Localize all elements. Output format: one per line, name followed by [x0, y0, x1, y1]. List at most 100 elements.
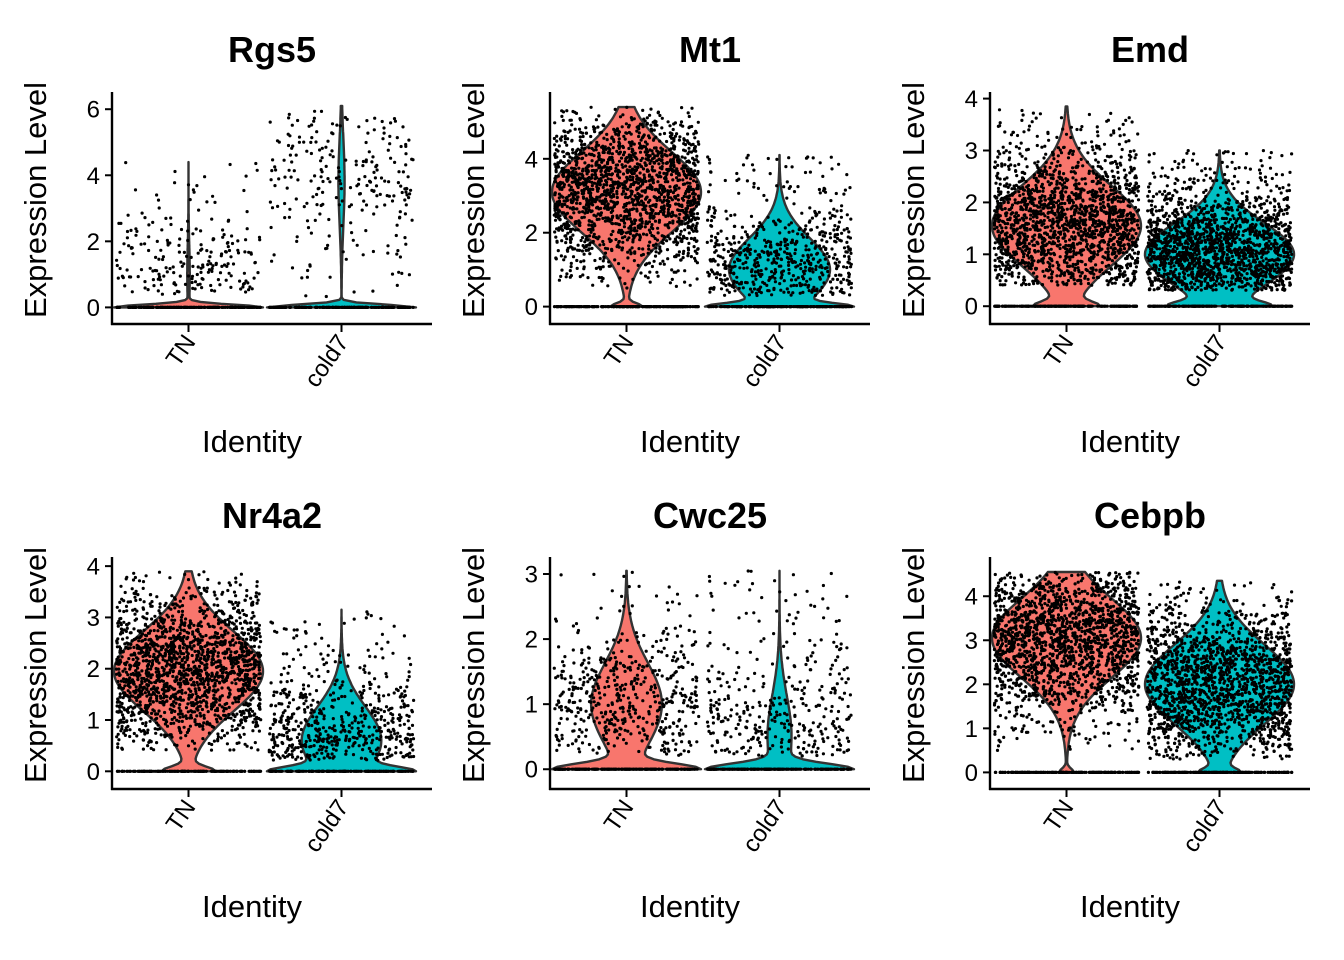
data-point — [581, 273, 585, 277]
data-point — [689, 177, 693, 181]
data-point — [568, 238, 573, 242]
data-point — [674, 196, 678, 200]
data-point — [635, 229, 639, 233]
data-point — [562, 129, 566, 133]
data-point — [186, 183, 191, 187]
data-point — [1009, 304, 1014, 308]
data-point — [600, 160, 604, 164]
data-point — [625, 179, 629, 183]
data-point — [210, 288, 214, 292]
data-point — [603, 219, 608, 223]
violin-group-tn: TN — [990, 105, 1143, 372]
data-point — [648, 270, 652, 274]
data-point — [617, 130, 622, 134]
data-point — [644, 305, 648, 309]
data-point — [687, 196, 691, 200]
data-point — [615, 181, 619, 185]
data-point — [595, 140, 599, 144]
data-point — [842, 291, 846, 295]
data-point — [200, 277, 204, 281]
data-point — [610, 195, 614, 199]
data-point — [1014, 145, 1019, 149]
data-point — [593, 170, 597, 174]
data-point — [1005, 176, 1009, 180]
data-point — [135, 229, 139, 233]
data-point — [1027, 250, 1031, 254]
data-point — [202, 305, 206, 309]
data-point — [357, 177, 361, 181]
data-point — [732, 236, 736, 240]
data-point — [313, 109, 317, 113]
data-point — [667, 226, 671, 230]
data-point — [234, 305, 238, 309]
data-point — [601, 193, 606, 197]
data-point — [650, 129, 654, 133]
data-point — [733, 224, 737, 228]
data-point — [619, 214, 623, 218]
data-point — [671, 231, 675, 235]
data-point — [630, 147, 634, 151]
data-point — [785, 196, 789, 200]
data-point — [607, 264, 611, 268]
data-point — [845, 240, 849, 244]
data-point — [1053, 304, 1057, 308]
data-point — [1124, 186, 1129, 190]
data-point — [620, 163, 624, 167]
data-point — [999, 248, 1003, 252]
data-point — [793, 242, 798, 246]
data-point — [677, 250, 682, 254]
data-point — [1130, 221, 1134, 225]
data-point — [1065, 207, 1069, 211]
data-point — [354, 159, 358, 163]
data-point — [679, 209, 683, 213]
data-point — [403, 198, 407, 202]
data-point — [565, 198, 570, 202]
data-point — [190, 280, 194, 285]
data-point — [392, 117, 397, 121]
data-point — [1109, 246, 1113, 250]
data-point — [1013, 201, 1017, 205]
data-point — [687, 150, 691, 154]
data-point — [1110, 304, 1115, 308]
data-point — [1062, 245, 1066, 249]
data-point — [381, 305, 385, 309]
data-point — [765, 198, 769, 202]
data-point — [576, 156, 581, 160]
data-point — [287, 116, 291, 120]
data-point — [708, 161, 712, 165]
data-point — [637, 247, 641, 251]
data-point — [996, 171, 1000, 175]
data-point — [180, 264, 184, 268]
data-point — [622, 225, 627, 229]
data-point — [252, 276, 256, 280]
data-point — [1064, 239, 1068, 243]
data-point — [273, 165, 277, 169]
data-point — [160, 228, 164, 232]
y-axis-label: Expression Level — [18, 82, 53, 318]
data-point — [566, 137, 570, 141]
data-point — [810, 267, 814, 271]
data-point — [1023, 265, 1027, 269]
data-point — [621, 113, 625, 117]
data-point — [658, 132, 662, 136]
data-point — [1028, 217, 1032, 221]
data-point — [168, 267, 172, 271]
data-point — [627, 201, 631, 205]
data-point — [696, 140, 700, 144]
data-point — [768, 172, 772, 176]
data-point — [624, 231, 629, 235]
data-point — [607, 260, 611, 264]
data-point — [644, 222, 648, 226]
data-point — [603, 174, 607, 178]
data-point — [652, 128, 656, 132]
data-point — [615, 149, 619, 153]
data-point — [603, 197, 608, 201]
data-point — [708, 183, 712, 187]
data-point — [407, 273, 411, 277]
data-point — [229, 274, 233, 278]
data-point — [630, 192, 634, 196]
data-point — [1076, 231, 1080, 235]
data-point — [691, 198, 695, 202]
violin-cold7 — [265, 104, 418, 309]
data-point — [813, 211, 818, 215]
